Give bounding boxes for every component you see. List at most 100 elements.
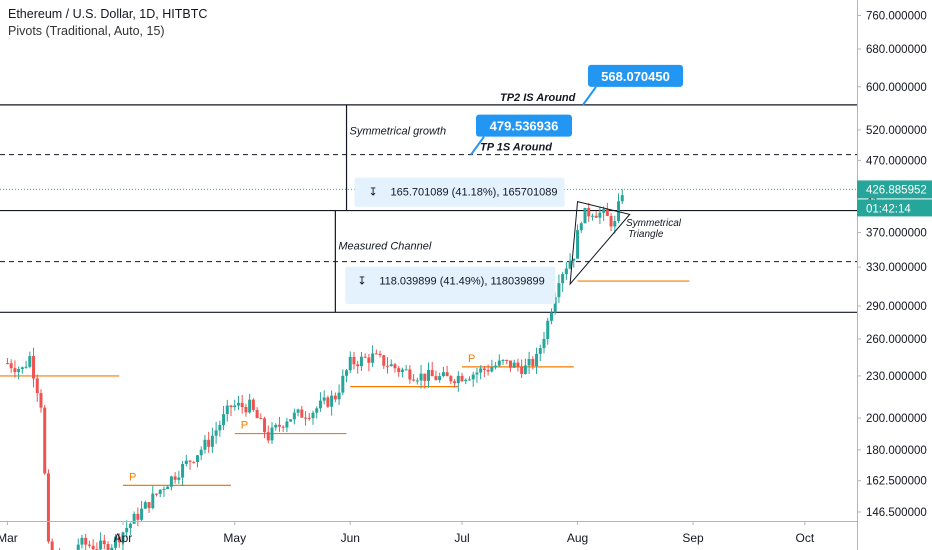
candle-body <box>598 212 602 218</box>
growth-measure-text: 165.701089 (41.18%), 165701089 <box>391 187 558 199</box>
candle-body <box>345 370 349 376</box>
candle-body <box>102 540 106 545</box>
x-tick-label: Apr <box>114 531 133 545</box>
candle-body <box>296 409 300 413</box>
candle-body <box>583 207 587 224</box>
candle-body <box>501 360 505 362</box>
candle-body <box>181 463 185 478</box>
time-axis: Mar Apr May Jun Jul Aug Sep Oct <box>0 521 857 545</box>
candle-body <box>467 379 471 381</box>
candle-body <box>482 368 486 370</box>
candle-body <box>449 376 453 382</box>
candle-body <box>579 223 583 231</box>
candle-body <box>285 421 289 428</box>
candle-body <box>427 370 430 381</box>
candle-body <box>50 541 54 550</box>
candle-body <box>352 356 356 365</box>
candle-body <box>199 449 203 456</box>
tp1-text: TP 1S Around <box>480 142 552 154</box>
candle-body <box>382 355 386 366</box>
candle-body <box>289 419 293 422</box>
candle-body <box>203 439 207 450</box>
price-axis: 146.500000 162.500000 180.000000 200.000000… <box>857 0 932 550</box>
symmetrical-triangle <box>569 200 631 286</box>
candle-body <box>363 356 367 358</box>
candle-body <box>516 362 520 367</box>
candle-body <box>542 338 546 349</box>
candle-body <box>132 513 136 524</box>
candle-body <box>5 363 9 365</box>
tp2-box <box>588 64 683 87</box>
candle-body <box>43 407 47 474</box>
candle-body <box>609 216 613 227</box>
candle-body <box>225 405 229 415</box>
candle-body <box>233 405 237 408</box>
candle-body <box>266 432 270 441</box>
candle-body <box>35 378 39 394</box>
candle-body <box>546 320 550 339</box>
candle-body <box>378 353 382 356</box>
candle-body <box>490 367 494 372</box>
y-tick-label: 370.000000 <box>866 228 927 240</box>
candle-body <box>311 412 315 419</box>
y-tick-label: 680.000000 <box>866 44 927 56</box>
y-tick-label: 230.000000 <box>866 371 927 383</box>
candle-body <box>564 268 568 275</box>
tp1-value: 479.536936 <box>490 119 559 134</box>
candle-body <box>460 375 464 382</box>
candle-body <box>441 372 445 377</box>
candle-body <box>143 502 147 509</box>
x-tick-label: May <box>223 531 246 545</box>
candle-body <box>419 373 423 381</box>
candle-body <box>497 360 501 366</box>
candle-body <box>229 405 233 408</box>
candle-body <box>222 414 226 426</box>
candle-body <box>125 528 129 533</box>
channel-measure-text: 118.039899 (41.49%), 118039899 <box>379 276 544 288</box>
growth-measure-box <box>354 177 565 207</box>
candle-body <box>281 426 285 428</box>
candle-body <box>114 536 118 548</box>
candle-body <box>594 215 598 218</box>
candle-body <box>527 358 531 366</box>
candle-body <box>557 283 561 298</box>
candle-body <box>91 545 95 550</box>
candle-body <box>415 380 419 382</box>
candle-body <box>106 544 110 550</box>
candle-body <box>32 356 36 379</box>
candle-body <box>259 418 263 420</box>
pivot-label: P <box>468 353 475 365</box>
candle-body <box>576 230 580 259</box>
candle-body <box>300 409 304 418</box>
last-price-tag <box>857 180 932 199</box>
candle-body <box>188 460 192 462</box>
candle-body <box>154 493 158 495</box>
candle-body <box>195 455 199 462</box>
y-tick-label: 260.000000 <box>866 334 927 346</box>
candle-body <box>20 367 24 370</box>
candle-body <box>162 489 166 491</box>
candle-body <box>572 258 576 261</box>
candle-body <box>121 532 125 543</box>
candle-body <box>512 362 516 368</box>
candle-body <box>173 476 177 480</box>
candle-body <box>244 407 248 413</box>
y-tick-label: 200.000000 <box>866 413 927 425</box>
candle-body <box>613 221 617 227</box>
candle-body <box>17 369 21 373</box>
channel-measure-box <box>345 266 556 304</box>
candle-body <box>307 417 311 419</box>
indicator-legend[interactable]: Pivots (Traditional, Auto, 15) <box>8 24 165 38</box>
y-tick-label: 600.000000 <box>866 82 927 94</box>
candle-body <box>87 544 91 546</box>
candle-body <box>412 379 416 381</box>
candle-body <box>505 360 509 362</box>
candle-body <box>386 365 390 367</box>
candle-body <box>393 364 397 369</box>
candle-body <box>535 353 539 366</box>
tp2-value: 568.070450 <box>601 69 670 84</box>
tp1-pointer <box>470 136 485 156</box>
triangle-label: Symmetrical Triangle <box>626 218 682 240</box>
candle-body <box>169 476 173 487</box>
